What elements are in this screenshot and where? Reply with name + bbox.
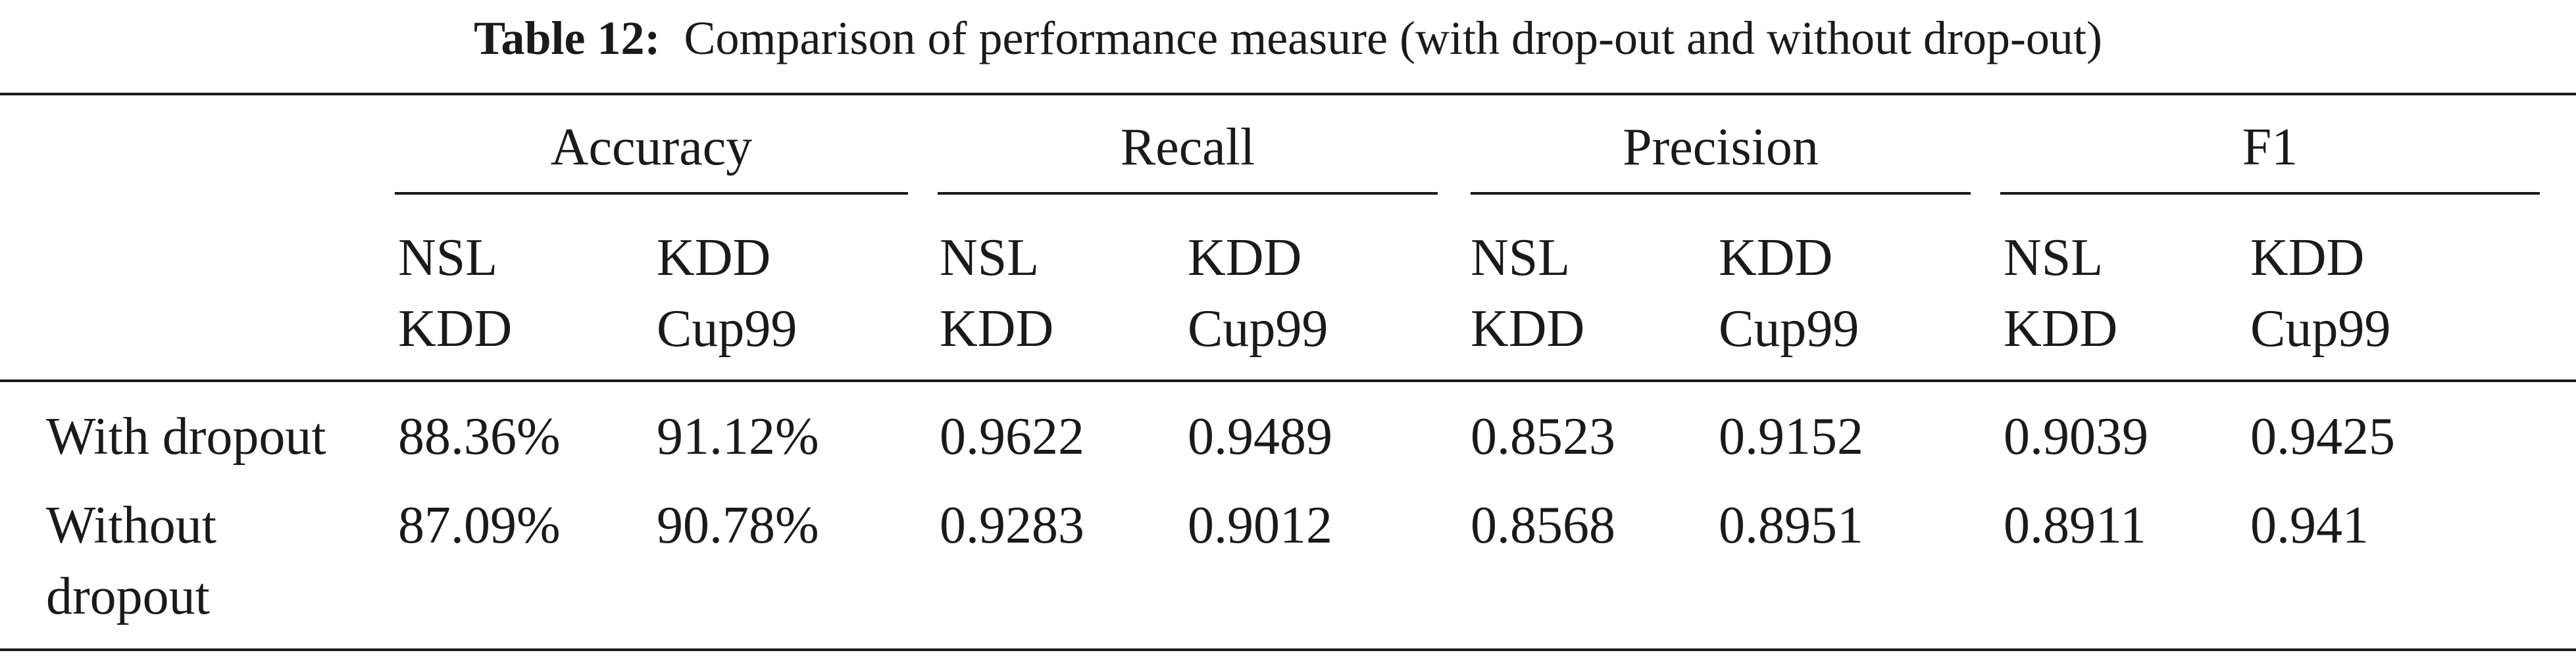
cell-accuracy-kdd-cup99: 91.12% (657, 408, 819, 466)
cell-precision-kdd-cup99: 0.9152 (1719, 408, 1863, 466)
subheader-precision-nsl-kdd: NSL KDD (1471, 229, 1585, 358)
caption-text: Comparison of performance measure (with … (684, 12, 2102, 64)
cell-recall-kdd-cup99: 0.9012 (1188, 497, 1332, 554)
cell-f1-nsl-kdd: 0.9039 (2004, 408, 2148, 466)
group-rule-recall (938, 192, 1438, 195)
subheader-precision-kdd-cup99: KDD Cup99 (1719, 229, 1859, 358)
subheader-recall-nsl-kdd: NSL KDD (940, 229, 1054, 358)
cell-precision-kdd-cup99: 0.8951 (1719, 497, 1863, 554)
table-caption: Table 12: Comparison of performance meas… (0, 4, 2576, 72)
cell-accuracy-nsl-kdd: 87.09% (398, 497, 561, 554)
table-header-rule (0, 379, 2576, 382)
cell-f1-nsl-kdd: 0.8911 (2004, 497, 2147, 554)
cell-f1-kdd-cup99: 0.9425 (2250, 408, 2395, 466)
cell-precision-nsl-kdd: 0.8568 (1471, 497, 1615, 554)
group-header-recall: Recall (1120, 118, 1255, 176)
table-bottom-rule (0, 648, 2576, 651)
group-header-f1: F1 (2242, 118, 2298, 176)
cell-recall-nsl-kdd: 0.9622 (940, 408, 1084, 466)
cell-accuracy-nsl-kdd: 88.36% (398, 408, 561, 466)
subheader-accuracy-nsl-kdd: NSL KDD (398, 229, 513, 358)
caption-label: Table 12: (474, 12, 661, 64)
subheader-f1-kdd-cup99: KDD Cup99 (2250, 229, 2391, 358)
subheader-f1-nsl-kdd: NSL KDD (2004, 229, 2118, 358)
group-header-precision: Precision (1623, 118, 1819, 176)
row-label: Without dropout (46, 497, 216, 625)
cell-f1-kdd-cup99: 0.941 (2250, 497, 2369, 554)
group-rule-accuracy (395, 192, 908, 195)
cell-precision-nsl-kdd: 0.8523 (1471, 408, 1615, 466)
row-label: With dropout (46, 408, 326, 466)
cell-recall-kdd-cup99: 0.9489 (1188, 408, 1332, 466)
subheader-accuracy-kdd-cup99: KDD Cup99 (657, 229, 797, 358)
group-rule-f1 (2000, 192, 2540, 195)
cell-recall-nsl-kdd: 0.9283 (940, 497, 1084, 554)
group-rule-precision (1471, 192, 1971, 195)
table-top-rule (0, 93, 2576, 95)
cell-accuracy-kdd-cup99: 90.78% (657, 497, 819, 554)
group-header-accuracy: Accuracy (550, 118, 753, 176)
subheader-recall-kdd-cup99: KDD Cup99 (1188, 229, 1328, 358)
